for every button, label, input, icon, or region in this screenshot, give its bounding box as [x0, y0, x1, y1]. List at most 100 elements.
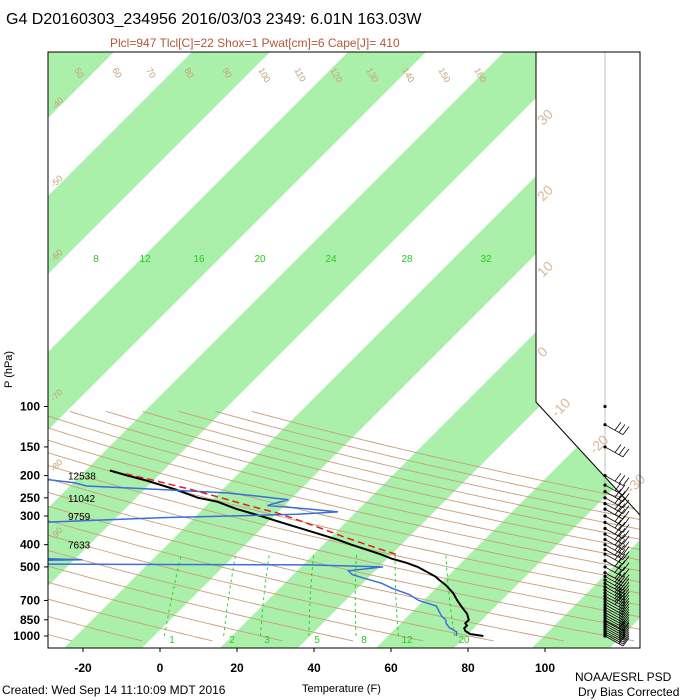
height-label: 12538 [68, 472, 96, 483]
wind-barb-staff [604, 614, 624, 626]
isotherm-band [220, 228, 640, 648]
wind-barb-staff [604, 586, 624, 598]
isotherm-band [48, 52, 582, 586]
wind-barb-staff [604, 484, 624, 496]
mixing-ratio-label: 24 [325, 254, 337, 265]
wind-barb-flag [622, 625, 630, 634]
dry-adiabat-line [48, 581, 283, 642]
wind-barb-staff [604, 601, 624, 613]
wind-barb-flag [622, 555, 630, 565]
theta-label: 50 [72, 66, 86, 80]
wind-barb-staff [604, 424, 624, 436]
wind-barb-staff [604, 620, 624, 632]
wind-barb-dot [603, 404, 607, 409]
wind-barb-flag [622, 594, 630, 604]
mixing-ratio-label: 8 [361, 635, 367, 646]
wind-barb-flag [622, 517, 630, 527]
wind-barb-flag [614, 546, 622, 556]
mixing-ratio-label: 16 [193, 254, 205, 265]
mixing-ratio-line [259, 554, 270, 637]
dry-adiabat-line [48, 415, 640, 561]
wind-barb-flag [618, 575, 626, 585]
wind-barb-staff [604, 533, 624, 545]
wind-barb-flag [622, 448, 630, 458]
wind-barb-flag [622, 541, 630, 550]
wind-barb-staff [604, 629, 624, 641]
theta-label: 150 [436, 66, 452, 84]
wind-barb-flag [622, 616, 630, 626]
wind-barb-staff [604, 622, 624, 634]
wind-barb-flag [614, 495, 622, 504]
wind-barb-staff [604, 612, 624, 623]
mixing-ratio-label: 8 [93, 254, 99, 265]
dry-adiabat-line [48, 534, 494, 642]
parcel-line [122, 472, 397, 555]
wind-barb-flag [622, 591, 630, 601]
isotherm-label-left: -80 [48, 457, 64, 473]
mixing-ratio-line [223, 554, 237, 637]
wind-barb-flag [614, 558, 622, 567]
dewpoint-line [48, 478, 458, 637]
dry-adiabats [48, 410, 640, 642]
y-tick-label: 300 [20, 509, 40, 523]
wind-barb-flag [618, 549, 626, 558]
plot-frame [47, 51, 641, 649]
wind-barb-flag [614, 587, 622, 596]
x-tick-label: 20 [230, 661, 244, 675]
y-axis-title: P (hPa) [3, 351, 15, 388]
isotherm-band [636, 0, 700, 700]
wind-barb-flag [614, 444, 622, 453]
wind-barb-flag [614, 564, 622, 573]
x-tick-label: 0 [157, 661, 164, 675]
wind-barb-staff [604, 583, 624, 594]
wind-barb-flag [622, 551, 630, 560]
theta-label: 140 [400, 66, 416, 84]
mixing-ratio-label: 12 [139, 254, 151, 265]
x-tick-label: -20 [74, 661, 92, 675]
dry-adiabat-line [48, 478, 640, 618]
dry-adiabat-line [48, 616, 143, 642]
theta-label: 100 [256, 66, 272, 84]
dry-adiabat-line [48, 520, 564, 642]
wind-barb-flag [618, 497, 626, 506]
axes: 100 150 200 250 300 400 500 700 850 1000 -20 0 20 40 6… [13, 400, 555, 676]
wind-barb-flag [622, 578, 630, 587]
mixing-ratio-label: 28 [401, 254, 413, 265]
y-tick-label: 200 [20, 469, 40, 483]
wind-barb-flag [614, 584, 622, 593]
wind-barb-flag [618, 560, 626, 569]
mixing-ratio-label: 20 [254, 254, 266, 265]
wind-barb-flag [614, 489, 622, 498]
wind-barb-staff [604, 633, 624, 645]
dry-adiabat-line [215, 410, 640, 511]
chart-subtitle: Plcl=947 Tlcl[C]=22 Shox=1 Pwat[cm]=6 Ca… [110, 36, 400, 50]
wind-barb-flag [622, 426, 630, 435]
wind-barb-flag [618, 544, 626, 553]
y-tick-label: 250 [20, 491, 40, 505]
wind-barb-flag [622, 621, 630, 631]
wind-barb-flag [614, 519, 622, 529]
wind-barb-staff [604, 497, 624, 509]
isotherm-band [48, 52, 426, 430]
wind-barb-staff [604, 609, 624, 621]
dry-adiabat-line [48, 565, 354, 642]
wind-barb-flag [622, 581, 630, 591]
wind-barb-flag [622, 535, 630, 545]
wind-barb-staff [604, 508, 624, 520]
wind-barb-flag [622, 631, 630, 641]
wind-barb-flag [618, 592, 626, 602]
wind-barb-staff [604, 553, 624, 565]
wind-barb-flag [618, 566, 626, 575]
theta-label: 90 [220, 66, 234, 80]
mixing-ratio-label: 12 [401, 635, 413, 646]
wind-barb-staff [604, 579, 624, 591]
wind-barb-staff [604, 617, 624, 628]
wind-barb-flag [618, 595, 626, 605]
height-label: 11042 [68, 494, 96, 505]
mixing-ratio-label: 20 [458, 635, 470, 646]
wind-barb-staff [604, 598, 624, 610]
wind-barb-flag [622, 619, 630, 628]
wind-barb-flag [622, 546, 630, 555]
isotherm-band [48, 52, 270, 274]
credit-line-1: NOAA/ESRL PSD [575, 670, 672, 684]
